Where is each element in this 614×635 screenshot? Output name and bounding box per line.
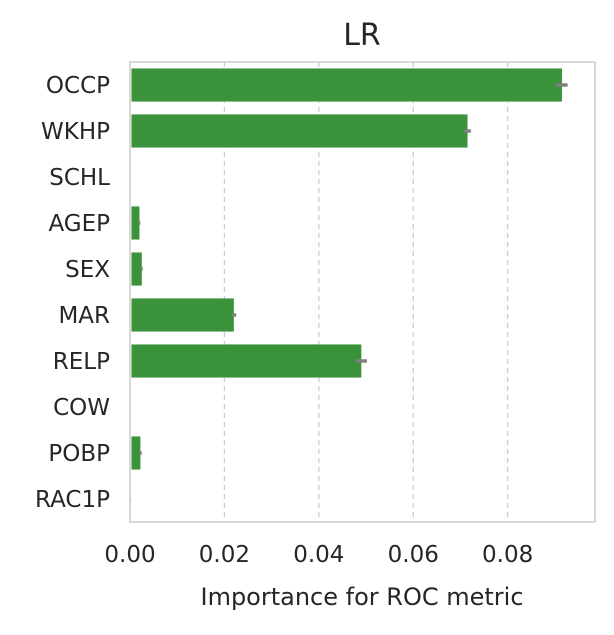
- x-tick-label: 0.08: [482, 542, 533, 568]
- bar: [131, 114, 468, 148]
- x-tick-label: 0.00: [104, 542, 155, 568]
- bar: [131, 298, 234, 332]
- y-tick-label: AGEP: [48, 211, 110, 237]
- plot-frame: [129, 61, 596, 523]
- y-tick-label: SCHL: [49, 165, 110, 191]
- y-tick-label: MAR: [58, 303, 110, 329]
- chart-title: LR: [343, 18, 381, 53]
- bar: [131, 68, 562, 102]
- y-tick-label: COW: [53, 395, 110, 421]
- y-tick-labels: OCCP WKHP SCHL AGEP SEX MAR RELP COW POBP RAC1P: [35, 73, 110, 513]
- y-tick-label: SEX: [65, 257, 110, 283]
- y-tick-label: WKHP: [41, 119, 110, 145]
- bar: [131, 344, 362, 378]
- y-tick-label: RAC1P: [35, 487, 110, 513]
- bar: [131, 436, 141, 470]
- y-tick-label: OCCP: [46, 73, 110, 99]
- bars: [131, 68, 562, 470]
- x-tick-label: 0.04: [293, 542, 344, 568]
- y-tick-label: RELP: [53, 349, 110, 375]
- x-tick-label: 0.06: [388, 542, 439, 568]
- x-axis-label: Importance for ROC metric: [200, 583, 523, 611]
- x-tick-label: 0.02: [199, 542, 250, 568]
- x-tick-labels: 0.00 0.02 0.04 0.06 0.08: [104, 542, 533, 568]
- bar: [131, 206, 140, 240]
- y-tick-label: POBP: [48, 441, 110, 467]
- bar: [131, 252, 142, 286]
